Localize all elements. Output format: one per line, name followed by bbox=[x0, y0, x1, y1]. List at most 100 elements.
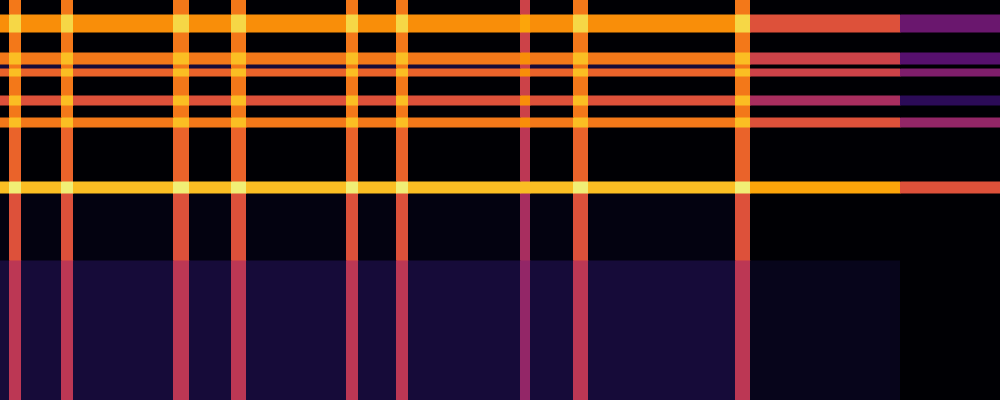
cell bbox=[408, 68, 521, 77]
cell bbox=[346, 193, 359, 261]
cell bbox=[0, 193, 10, 261]
cell bbox=[0, 181, 10, 194]
cell bbox=[0, 32, 10, 53]
cell bbox=[0, 68, 10, 77]
cell bbox=[21, 193, 62, 261]
cell bbox=[231, 0, 247, 15]
cell bbox=[173, 105, 190, 118]
cell bbox=[750, 127, 901, 182]
cell bbox=[173, 32, 190, 53]
cell bbox=[246, 14, 347, 33]
cell bbox=[735, 127, 751, 182]
cell bbox=[900, 64, 1000, 69]
cell bbox=[408, 64, 521, 69]
cell bbox=[520, 68, 531, 77]
cell bbox=[0, 95, 10, 106]
cell bbox=[189, 181, 232, 194]
cell bbox=[61, 193, 74, 261]
cell bbox=[520, 14, 531, 33]
plot-background bbox=[0, 0, 1000, 400]
cell bbox=[396, 260, 409, 400]
cell bbox=[173, 95, 190, 106]
cell bbox=[588, 260, 736, 400]
cell bbox=[9, 52, 22, 65]
cell bbox=[573, 260, 589, 400]
cell bbox=[231, 181, 247, 194]
cell bbox=[73, 76, 174, 96]
cell bbox=[573, 95, 589, 106]
cell bbox=[0, 127, 10, 182]
cell bbox=[396, 32, 409, 53]
cell bbox=[9, 127, 22, 182]
cell bbox=[173, 68, 190, 77]
cell bbox=[73, 14, 174, 33]
cell bbox=[173, 64, 190, 69]
cell bbox=[231, 117, 247, 128]
cell bbox=[9, 32, 22, 53]
cell bbox=[0, 52, 10, 65]
cell bbox=[189, 64, 232, 69]
cell bbox=[246, 193, 347, 261]
cell bbox=[358, 117, 397, 128]
cell bbox=[61, 260, 74, 400]
cell bbox=[61, 64, 74, 69]
cell bbox=[573, 32, 589, 53]
cell bbox=[0, 117, 10, 128]
cell bbox=[246, 64, 347, 69]
cell bbox=[750, 0, 901, 15]
cell bbox=[0, 0, 10, 15]
cell bbox=[408, 32, 521, 53]
cell bbox=[750, 95, 901, 106]
cell bbox=[408, 117, 521, 128]
cell bbox=[358, 32, 397, 53]
chart bbox=[0, 0, 1000, 400]
cell bbox=[246, 0, 347, 15]
cell bbox=[396, 105, 409, 118]
cell bbox=[588, 64, 736, 69]
cell bbox=[21, 260, 62, 400]
cell bbox=[173, 260, 190, 400]
cell bbox=[231, 260, 247, 400]
cell bbox=[9, 193, 22, 261]
cell bbox=[358, 181, 397, 194]
cell bbox=[21, 32, 62, 53]
cell bbox=[408, 193, 521, 261]
cell bbox=[750, 260, 901, 400]
cell bbox=[73, 95, 174, 106]
cell bbox=[573, 14, 589, 33]
cell bbox=[408, 127, 521, 182]
cell bbox=[573, 76, 589, 96]
cell bbox=[61, 68, 74, 77]
cell bbox=[750, 68, 901, 77]
cell bbox=[735, 181, 751, 194]
cell bbox=[9, 95, 22, 106]
cell bbox=[189, 193, 232, 261]
cell bbox=[358, 260, 397, 400]
cell bbox=[73, 32, 174, 53]
cell bbox=[173, 14, 190, 33]
cell bbox=[588, 0, 736, 15]
cell bbox=[750, 52, 901, 65]
cell bbox=[573, 64, 589, 69]
cell bbox=[358, 95, 397, 106]
cell bbox=[750, 14, 901, 33]
cell bbox=[246, 52, 347, 65]
cell bbox=[900, 32, 1000, 53]
cell bbox=[530, 76, 574, 96]
cell bbox=[900, 117, 1000, 128]
cell bbox=[735, 68, 751, 77]
cell bbox=[231, 95, 247, 106]
cell bbox=[231, 68, 247, 77]
cell bbox=[520, 95, 531, 106]
cell bbox=[9, 105, 22, 118]
cell bbox=[73, 0, 174, 15]
cell bbox=[21, 95, 62, 106]
cell bbox=[73, 64, 174, 69]
cell bbox=[408, 95, 521, 106]
cell bbox=[21, 0, 62, 15]
cell bbox=[588, 76, 736, 96]
cell bbox=[73, 105, 174, 118]
cell bbox=[588, 127, 736, 182]
cell bbox=[61, 76, 74, 96]
cell bbox=[750, 64, 901, 69]
